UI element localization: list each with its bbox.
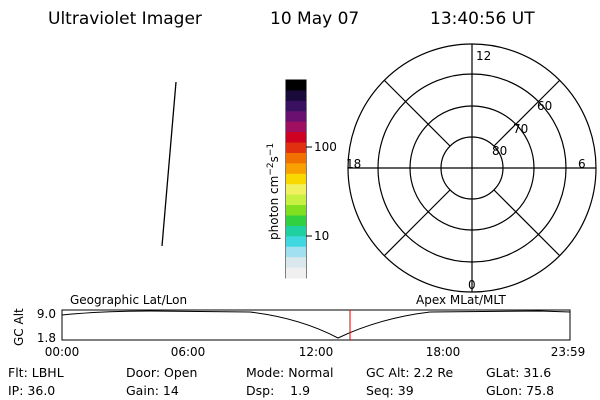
status-field: Dsp: 1.9 [246, 383, 310, 398]
color-step [286, 152, 306, 164]
status-field: GC Alt: 2.2 Re [366, 365, 453, 380]
color-step [286, 184, 306, 196]
color-step [286, 194, 306, 206]
color-step [286, 132, 306, 144]
colorbar-label: 100 [314, 140, 337, 154]
status-field: Seq: 39 [366, 383, 414, 398]
color-step [286, 100, 306, 112]
plot-title: Apex MLat/MLT [416, 293, 506, 307]
altitude-plot: Geographic Lat/Lon Apex MLat/MLT GC Alt … [12, 293, 585, 359]
time: 13:40:56 UT [430, 9, 535, 29]
color-step [286, 173, 306, 185]
colorbar: 100 10 photon cm−2s−1 [266, 79, 337, 279]
plot-frame [61, 309, 571, 341]
color-step [286, 111, 306, 123]
x-tick-label: 00:00 [45, 345, 80, 359]
status-field: Mode: Normal [246, 365, 333, 380]
color-step [286, 90, 306, 102]
mlat-label: 80 [492, 144, 507, 158]
x-tick-label: 12:00 [299, 345, 334, 359]
color-step [286, 215, 306, 227]
color-step [286, 205, 306, 216]
colorbar-label: 10 [314, 229, 329, 243]
status-field: GLat: 31.6 [486, 365, 551, 380]
mlt-label: 18 [346, 157, 361, 171]
color-step [286, 142, 306, 154]
x-tick-label: 23:59 [551, 345, 586, 359]
plot-title: Geographic Lat/Lon [70, 293, 187, 307]
mlat-label: 70 [513, 122, 528, 136]
x-tick-label: 18:00 [426, 345, 461, 359]
mlt-label: 12 [476, 49, 491, 63]
mlt-label: 6 [578, 157, 586, 171]
color-step [286, 121, 306, 133]
colorbar-unit: photon cm−2s−1 [266, 143, 281, 240]
mlat-label: 60 [537, 99, 552, 113]
color-step [286, 257, 306, 269]
polar-grid [347, 43, 597, 293]
color-step [286, 246, 306, 258]
track [161, 81, 177, 247]
y-tick-label: 1.8 [37, 331, 56, 345]
x-tick-label: 06:00 [171, 345, 206, 359]
altitude-curve [61, 310, 571, 339]
date: 10 May 07 [270, 9, 359, 29]
status-field: IP: 36.0 [8, 383, 55, 398]
status-field: Gain: 14 [126, 383, 179, 398]
status-field: Door: Open [126, 365, 197, 380]
y-label: GC Alt [12, 308, 26, 346]
color-step [286, 80, 306, 91]
mlt-label: 0 [468, 278, 476, 292]
status-field: GLon: 75.8 [486, 383, 554, 398]
y-tick-label: 9.0 [37, 307, 56, 321]
color-step [286, 236, 306, 248]
color-step [286, 225, 306, 237]
title: Ultraviolet Imager [48, 9, 202, 29]
status-field: Flt: LBHL [8, 365, 64, 380]
color-step [286, 267, 306, 279]
color-step [286, 163, 306, 175]
